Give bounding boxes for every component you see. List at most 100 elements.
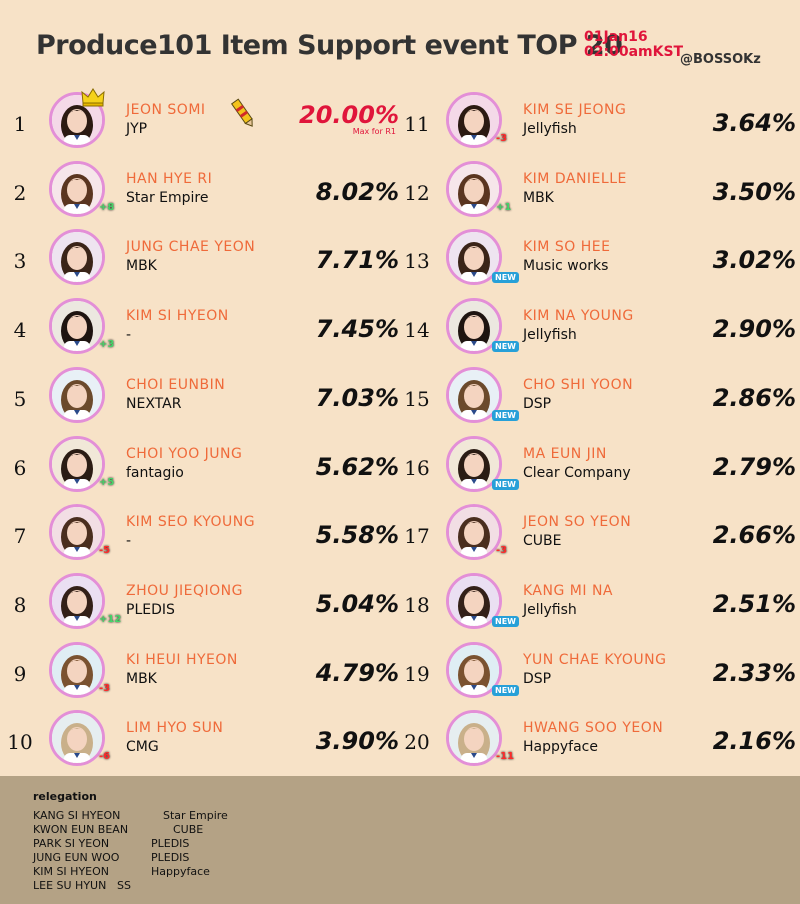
support-percent: 4.79% <box>315 658 399 687</box>
rank-change: +1 <box>496 201 512 213</box>
rank-number: 8 <box>13 592 27 617</box>
agency-name: Clear Company <box>523 464 631 481</box>
ranking-row: 8 +12 ZHOU JIEQIONG PLEDIS 5.04% <box>4 571 399 639</box>
rank-number: 18 <box>404 592 430 617</box>
trainee-name: KIM SI HYEON <box>126 308 229 325</box>
trainee-name: JEON SO YEON <box>523 514 632 531</box>
rank-change: -6 <box>99 751 111 763</box>
avatar <box>446 92 502 148</box>
trainee-name: KIM NA YOUNG <box>523 308 634 325</box>
support-percent: 5.62% <box>315 452 399 481</box>
avatar <box>446 298 502 355</box>
relegation-name: PARK SI YEON <box>33 837 110 850</box>
new-badge: NEW <box>492 615 519 627</box>
agency-name: - <box>126 327 132 344</box>
ranking-row: 9 -3 KI HEUI HYEON MBK 4.79% <box>4 640 399 708</box>
trainee-name: CHOI EUNBIN <box>126 376 226 393</box>
rank-change: +3 <box>99 339 115 351</box>
agency-name: MBK <box>523 189 554 206</box>
trainee-name: YUN CHAE KYOUNG <box>523 651 667 668</box>
ranking-row: 2 +8 HAN HYE RI Star Empire 8.02% <box>4 159 399 227</box>
avatar <box>446 572 502 629</box>
ranking-row: 7 -5 KIM SEO KYOUNG - 5.58% <box>4 502 399 570</box>
trainee-name: JEON SOMI <box>126 102 206 118</box>
agency-name: PLEDIS <box>126 601 175 618</box>
ranking-row: 10 -6 LIM HYO SUN CMG 3.90% <box>4 708 399 776</box>
agency-name: Jellyfish <box>523 601 577 618</box>
support-percent: 7.71% <box>315 246 399 275</box>
avatar <box>446 641 502 698</box>
relegation-agency: PLEDIS <box>151 837 190 850</box>
avatar <box>49 229 105 286</box>
ranking-row: 3 JUNG CHAE YEON MBK 7.71% <box>4 227 399 295</box>
date-stamp: 01Jan16 02:00amKST <box>584 30 683 60</box>
support-percent: 2.16% <box>712 727 796 756</box>
agency-name: Jellyfish <box>523 121 577 137</box>
ranking-row: 15 NEW CHO SHI YOON DSP 2.86% <box>401 365 796 433</box>
trainee-name: HAN HYE RI <box>126 170 213 187</box>
support-percent: 5.04% <box>315 589 399 618</box>
relegation-name: LEE SU HYUN <box>33 879 107 892</box>
rank-change: +8 <box>99 201 115 213</box>
rank-number: 7 <box>13 524 27 549</box>
ranking-row: 14 NEW KIM NA YOUNG Jellyfish 2.90% <box>401 296 796 364</box>
trainee-name: KIM SO HEE <box>523 239 611 256</box>
avatar <box>446 504 502 561</box>
ranking-row: 6 +5 CHOI YOO JUNG fantagio 5.62% <box>4 434 399 502</box>
agency-name: Music works <box>523 258 609 275</box>
rank-number: 17 <box>404 524 430 549</box>
avatar <box>49 710 105 767</box>
agency-name: Jellyfish <box>523 327 577 344</box>
avatar <box>49 641 105 698</box>
agency-name: Happyface <box>523 739 598 756</box>
trainee-name: KANG MI NA <box>523 582 613 599</box>
ranking-row: 1 JEON SOMI JYP 20.00% Max for R1 <box>4 90 399 158</box>
ranking-row: 17 -3 JEON SO YEON CUBE 2.66% <box>401 502 796 570</box>
rank-number: 6 <box>13 455 27 480</box>
rank-change: -3 <box>496 545 508 557</box>
trainee-name: JUNG CHAE YEON <box>126 239 256 256</box>
ranking-row: 19 NEW YUN CHAE KYOUNG DSP 2.33% <box>401 640 796 708</box>
rank-number: 15 <box>404 386 430 411</box>
rank-number: 10 <box>7 730 33 755</box>
rank-number: 3 <box>13 249 27 274</box>
agency-name: JYP <box>126 121 148 137</box>
rank-number: 19 <box>404 661 430 686</box>
support-percent: 7.45% <box>315 315 399 344</box>
agency-name: NEXTAR <box>126 395 182 412</box>
relegation-agency: Happyface <box>151 865 210 878</box>
relegation-name: KWON EUN BEAN <box>33 823 129 836</box>
support-percent: 8.02% <box>315 177 399 206</box>
support-percent: 3.02% <box>712 246 796 275</box>
rank-change: -3 <box>99 682 111 694</box>
ranking-row: 13 NEW KIM SO HEE Music works 3.02% <box>401 227 796 295</box>
new-badge: NEW <box>492 341 519 353</box>
agency-name: DSP <box>523 670 552 687</box>
support-percent: 2.90% <box>712 315 796 344</box>
new-badge: NEW <box>492 409 519 421</box>
rank-number: 1 <box>13 112 27 136</box>
rank-number: 13 <box>404 249 430 274</box>
rank-number: 11 <box>404 112 430 136</box>
rank-change: +5 <box>99 476 115 488</box>
support-percent: 7.03% <box>315 383 399 412</box>
support-percent: 3.50% <box>712 177 796 206</box>
percent-note: Max for R1 <box>352 127 396 136</box>
agency-name: DSP <box>523 395 552 412</box>
agency-name: CMG <box>126 739 159 756</box>
support-percent: 3.90% <box>315 727 399 756</box>
rank-number: 20 <box>404 730 430 755</box>
new-badge: NEW <box>492 478 519 490</box>
support-percent: 2.51% <box>712 589 796 618</box>
ranking-row: 12 +1 KIM DANIELLE MBK 3.50% <box>401 159 796 227</box>
trainee-name: KIM SE JEONG <box>523 102 627 118</box>
support-percent: 2.86% <box>712 383 796 412</box>
rank-change: -5 <box>99 545 111 557</box>
support-percent: 3.64% <box>712 109 796 137</box>
time-line: 02:00amKST <box>584 44 684 60</box>
new-badge: NEW <box>492 272 519 284</box>
avatar <box>49 366 105 423</box>
trainee-name: LIM HYO SUN <box>126 720 224 737</box>
support-percent: 5.58% <box>315 521 399 550</box>
relegation-name: JUNG EUN WOO <box>33 851 120 864</box>
